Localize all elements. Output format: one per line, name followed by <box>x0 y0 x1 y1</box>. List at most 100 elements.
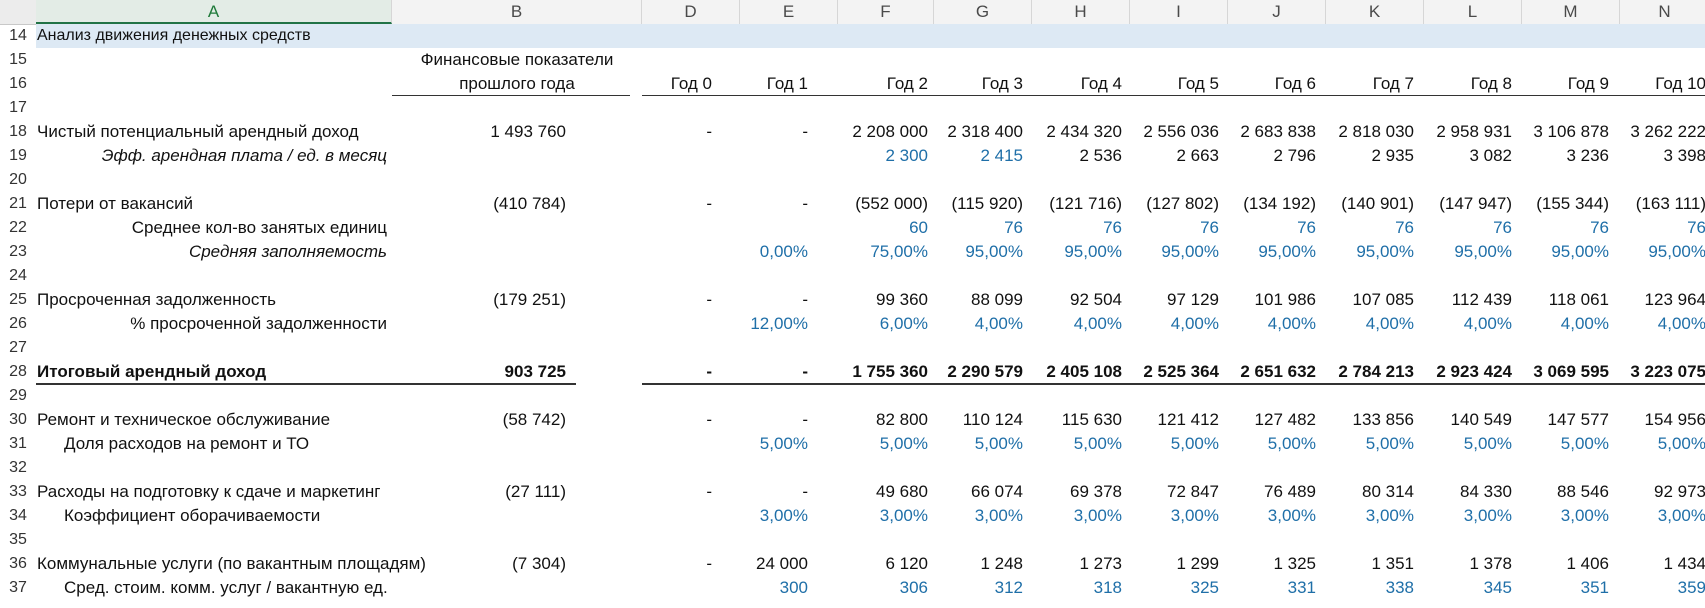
year-value-cell[interactable]: 4,00% <box>1267 314 1316 333</box>
row-header-35[interactable]: 35 <box>9 531 27 548</box>
year-value-cell[interactable]: 60 <box>909 218 928 237</box>
column-header-h[interactable]: H <box>1032 0 1130 24</box>
row-header-34[interactable]: 34 <box>9 507 27 524</box>
year-value-cell[interactable]: 4,00% <box>1657 314 1705 333</box>
year-value-cell[interactable]: 4,00% <box>1365 314 1414 333</box>
year-value-cell[interactable]: 5,00% <box>1657 434 1705 453</box>
row-header-33[interactable]: 33 <box>9 483 27 500</box>
row-header-24[interactable]: 24 <box>9 267 27 284</box>
year-value-cell[interactable]: 331 <box>1287 578 1316 597</box>
year-value-cell[interactable]: 72 847 <box>1167 482 1219 501</box>
year-value-cell[interactable]: - <box>802 194 808 213</box>
year-value-cell[interactable]: 312 <box>994 578 1023 597</box>
year-value-cell[interactable]: - <box>706 194 712 213</box>
row-header-26[interactable]: 26 <box>9 315 27 332</box>
row-header-31[interactable]: 31 <box>9 435 27 452</box>
year-value-cell[interactable]: 75,00% <box>870 242 928 261</box>
prev-year-value[interactable]: (410 784) <box>493 194 566 213</box>
year-value-cell[interactable]: 3,00% <box>759 506 808 525</box>
year-value-cell[interactable]: 92 504 <box>1070 290 1122 309</box>
year-value-cell[interactable]: 76 <box>1590 218 1609 237</box>
year-value-cell[interactable]: 5,00% <box>1267 434 1316 453</box>
year-value-cell[interactable]: 88 546 <box>1557 482 1609 501</box>
row-header-36[interactable]: 36 <box>9 555 27 572</box>
year-value-cell[interactable]: 3,00% <box>1365 506 1414 525</box>
year-value-cell[interactable]: 1 406 <box>1566 554 1609 573</box>
year-value-cell[interactable]: 5,00% <box>1073 434 1122 453</box>
year-value-cell[interactable]: (163 111) <box>1635 194 1705 213</box>
column-header-g[interactable]: G <box>934 0 1032 24</box>
year-value-cell[interactable]: - <box>706 362 712 381</box>
year-value-cell[interactable]: 3 082 <box>1469 146 1512 165</box>
year-value-cell[interactable]: 76 489 <box>1264 482 1316 501</box>
year-value-cell[interactable]: 101 986 <box>1254 290 1316 309</box>
year-value-cell[interactable]: 2 290 579 <box>947 362 1023 381</box>
year-value-cell[interactable]: 3,00% <box>1170 506 1219 525</box>
year-value-cell[interactable]: 95,00% <box>1551 242 1609 261</box>
year-value-cell[interactable]: 24 000 <box>756 554 808 573</box>
year-value-cell[interactable]: 1 351 <box>1371 554 1414 573</box>
year-value-cell[interactable]: 5,00% <box>1463 434 1512 453</box>
year-value-cell[interactable]: 4,00% <box>1463 314 1512 333</box>
year-value-cell[interactable]: 95,00% <box>1454 242 1512 261</box>
year-value-cell[interactable]: 345 <box>1483 578 1512 597</box>
year-value-cell[interactable]: 92 973 <box>1654 482 1705 501</box>
year-value-cell[interactable]: - <box>802 362 808 381</box>
year-value-cell[interactable]: (147 947) <box>1439 194 1512 213</box>
row-header-18[interactable]: 18 <box>9 123 27 140</box>
year-value-cell[interactable]: 3 106 878 <box>1533 122 1609 141</box>
year-value-cell[interactable]: 0,00% <box>759 242 808 261</box>
column-header-l[interactable]: L <box>1424 0 1522 24</box>
year-value-cell[interactable]: 115 630 <box>1061 410 1122 429</box>
year-value-cell[interactable]: 3,00% <box>1267 506 1316 525</box>
year-value-cell[interactable]: 6,00% <box>879 314 928 333</box>
row-header-25[interactable]: 25 <box>9 291 27 308</box>
year-value-cell[interactable]: 2 208 000 <box>852 122 928 141</box>
year-value-cell[interactable]: 4,00% <box>1073 314 1122 333</box>
year-value-cell[interactable]: 110 124 <box>962 410 1023 429</box>
year-value-cell[interactable]: - <box>706 410 712 429</box>
year-value-cell[interactable]: 2 405 108 <box>1046 362 1122 381</box>
year-value-cell[interactable]: 95,00% <box>1161 242 1219 261</box>
column-header-b[interactable]: B <box>392 0 642 24</box>
year-value-cell[interactable]: - <box>802 482 808 501</box>
year-value-cell[interactable]: 5,00% <box>759 434 808 453</box>
column-header-n[interactable]: N <box>1620 0 1705 24</box>
year-value-cell[interactable]: 76 <box>1493 218 1512 237</box>
prev-year-value[interactable]: (58 742) <box>502 410 566 429</box>
year-value-cell[interactable]: 2 818 030 <box>1338 122 1414 141</box>
year-value-cell[interactable]: 107 085 <box>1352 290 1414 309</box>
year-value-cell[interactable]: 1 325 <box>1273 554 1316 573</box>
row-header-20[interactable]: 20 <box>9 171 27 188</box>
year-value-cell[interactable]: 118 061 <box>1548 290 1609 309</box>
row-header-27[interactable]: 27 <box>9 339 27 356</box>
year-value-cell[interactable]: - <box>802 290 808 309</box>
year-value-cell[interactable]: 2 318 400 <box>947 122 1023 141</box>
year-value-cell[interactable]: 112 439 <box>1451 290 1512 309</box>
year-value-cell[interactable]: 76 <box>1200 218 1219 237</box>
prev-year-value[interactable]: (27 111) <box>505 482 566 501</box>
year-value-cell[interactable]: 2 525 364 <box>1143 362 1219 381</box>
year-value-cell[interactable]: 76 <box>1687 218 1705 237</box>
year-value-cell[interactable]: (140 901) <box>1341 194 1414 213</box>
year-value-cell[interactable]: 88 099 <box>971 290 1023 309</box>
prev-year-value[interactable]: (179 251) <box>493 290 566 309</box>
year-value-cell[interactable]: 1 248 <box>980 554 1023 573</box>
year-value-cell[interactable]: 1 273 <box>1079 554 1122 573</box>
year-value-cell[interactable]: 82 800 <box>876 410 928 429</box>
year-value-cell[interactable]: 2 536 <box>1079 146 1122 165</box>
year-value-cell[interactable]: 3,00% <box>1657 506 1705 525</box>
prev-year-value[interactable]: 903 725 <box>504 362 566 381</box>
year-value-cell[interactable]: 99 360 <box>876 290 928 309</box>
year-value-cell[interactable]: 3,00% <box>1560 506 1609 525</box>
row-header-30[interactable]: 30 <box>9 411 27 428</box>
year-value-cell[interactable]: 3 223 075 <box>1630 362 1705 381</box>
year-value-cell[interactable]: (127 802) <box>1146 194 1219 213</box>
year-value-cell[interactable]: 12,00% <box>750 314 808 333</box>
row-header-14[interactable]: 14 <box>9 27 27 44</box>
row-header-29[interactable]: 29 <box>9 387 27 404</box>
year-value-cell[interactable]: 2 935 <box>1371 146 1414 165</box>
year-value-cell[interactable]: (121 716) <box>1049 194 1122 213</box>
row-header-17[interactable]: 17 <box>9 99 27 116</box>
year-value-cell[interactable]: 123 964 <box>1644 290 1705 309</box>
